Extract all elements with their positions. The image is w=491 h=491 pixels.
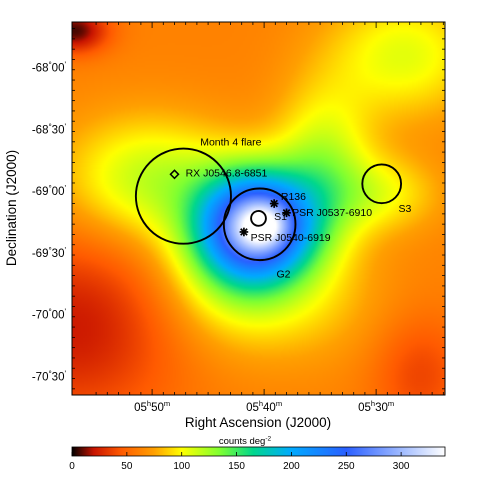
source-markers <box>169 169 291 237</box>
colorbar-title-exponent: -2 <box>265 436 271 443</box>
region-g2 <box>222 187 297 262</box>
y-axis-ticks: -68°00' -68°30' -69°00' -69°30' -70°00' -70°3… <box>32 28 445 390</box>
x-tick-label: 05h30m <box>358 399 394 414</box>
colorbar-tick-label: 100 <box>173 461 190 472</box>
region-label-s3: S3 <box>398 203 411 215</box>
colorbar: counts deg-2 0 50 100 150 200 250 300 <box>69 436 446 472</box>
plot-frame <box>71 21 446 396</box>
x-axis-ticks: 05h50m 05h40m 05h30m <box>95 22 444 414</box>
y-tick-label: -68°30' <box>32 122 67 136</box>
region-label-g2: G2 <box>276 269 290 281</box>
x-tick-label: 05h40m <box>246 399 282 414</box>
x-tick-label: 05h50m <box>134 399 170 414</box>
region-s1 <box>250 210 267 227</box>
marker-rx-j0546-8-6851 <box>169 169 180 180</box>
y-tick-label: -69°30' <box>32 246 67 260</box>
colorbar-tick-label: 300 <box>393 461 410 472</box>
region-s3 <box>361 163 403 205</box>
colorbar-title: counts deg-2 <box>219 436 272 448</box>
source-label-rx-j0546-8-6851: RX J0546.8-6851 <box>186 168 268 180</box>
colorbar-ticks: 0 50 100 150 200 250 300 <box>69 452 410 472</box>
colorbar-tick-label: 200 <box>283 461 300 472</box>
marker-r136 <box>269 199 279 208</box>
region-month-4-flare <box>134 147 232 245</box>
y-tick-label: -70°30' <box>32 369 67 383</box>
colorbar-title-text: counts deg <box>219 436 265 447</box>
source-label-psr-j0540-6919: PSR J0540-6919 <box>251 232 331 244</box>
y-tick-label: -70°00' <box>32 308 67 322</box>
plot-panel: Month 4 flare G2 S1 S3 RX J0546.8-6851 R136 PS… <box>32 21 446 414</box>
y-axis-label: Declination (J2000) <box>4 150 19 266</box>
colorbar-tick-label: 0 <box>69 461 75 472</box>
annotation-labels: Month 4 flare G2 S1 S3 RX J0546.8-6851 R136 PS… <box>186 137 412 281</box>
colorbar-gradient <box>71 446 446 457</box>
x-axis-label: Right Ascension (J2000) <box>185 415 331 430</box>
y-tick-label: -68°00' <box>32 61 67 75</box>
marker-psr-j0537-6910 <box>282 208 291 218</box>
colorbar-tick-label: 250 <box>338 461 355 472</box>
marker-psr-j0540-6919 <box>239 227 249 237</box>
colorbar-tick-label: 150 <box>228 461 245 472</box>
source-label-r136: R136 <box>281 191 306 203</box>
colorbar-tick-label: 50 <box>121 461 133 472</box>
region-circles <box>134 147 403 262</box>
region-label-month-4-flare: Month 4 flare <box>200 137 261 149</box>
region-label-s1: S1 <box>274 211 287 223</box>
y-tick-label: -69°00' <box>32 184 67 198</box>
source-label-psr-j0537-6910: PSR J0537-6910 <box>292 207 372 219</box>
counts-heatmap <box>72 22 445 395</box>
